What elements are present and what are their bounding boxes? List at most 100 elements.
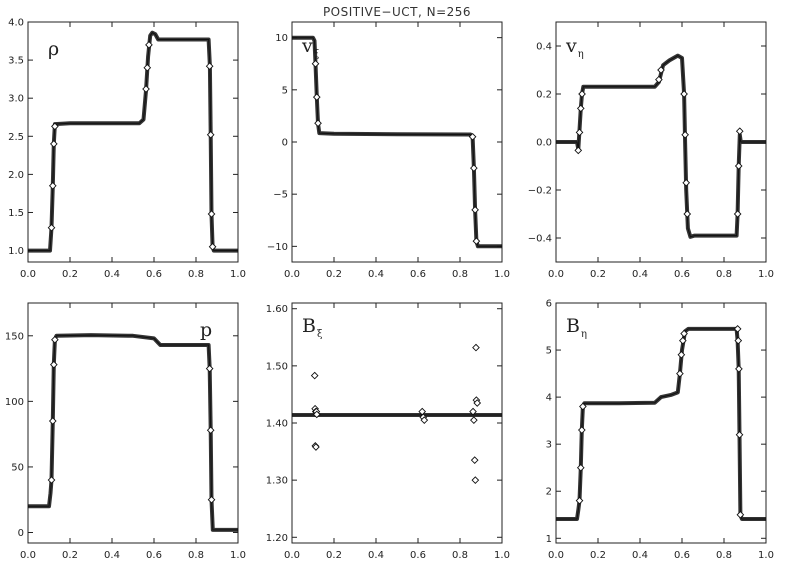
data-point-marker (680, 329, 688, 338)
x-tick-label: 1.0 (494, 550, 510, 561)
plot-frame (291, 21, 503, 263)
x-tick-label: 0.0 (284, 550, 300, 561)
data-point-marker (207, 210, 216, 218)
solution-band (556, 53, 766, 239)
y-tick-label: 1 (546, 534, 552, 545)
plot-frame (27, 21, 239, 263)
data-point-marker (472, 237, 481, 245)
x-tick-label: 0.6 (146, 550, 162, 561)
y-tick-label: −0.2 (528, 186, 552, 197)
y-tick-label: 1.30 (266, 476, 288, 487)
data-point-marker (208, 242, 217, 251)
data-point-marker (579, 402, 587, 411)
data-point-marker (473, 399, 482, 407)
y-tick-label: 0.0 (536, 138, 552, 149)
y-tick-label: 0 (18, 528, 24, 539)
x-tick-label: 0.0 (20, 269, 36, 280)
data-point-marker (574, 146, 583, 155)
panel-label: v (565, 35, 577, 57)
x-tick-label: 0.8 (452, 550, 468, 561)
data-point-marker (310, 371, 319, 380)
y-tick-label: 2.0 (8, 170, 24, 181)
figure-title: POSITIVE−UCT, N=256 (323, 5, 471, 19)
x-tick-label: 1.0 (758, 550, 774, 561)
solution-band (28, 30, 238, 253)
panel-label-subscript: η (581, 329, 587, 340)
panel-label-subscript: η (578, 49, 584, 60)
x-tick-label: 0.2 (590, 269, 606, 280)
panel-label: ρ (48, 38, 59, 60)
x-tick-label: 0.4 (632, 269, 648, 280)
data-point-marker (735, 127, 744, 136)
data-point-marker (578, 90, 586, 98)
data-point-marker (205, 62, 214, 71)
data-point-marker (205, 364, 214, 373)
x-tick-label: 0.2 (62, 269, 78, 280)
data-point-marker (576, 104, 585, 113)
y-tick-label: 1.50 (266, 361, 288, 372)
y-tick-label: 3.0 (8, 94, 24, 105)
x-tick-label: 0.0 (20, 550, 36, 561)
data-point-marker (657, 66, 665, 74)
x-tick-label: 0.4 (368, 550, 384, 561)
y-tick-label: 50 (11, 462, 24, 473)
solution-band (28, 333, 238, 532)
data-point-marker (469, 407, 477, 416)
solution-line (28, 32, 238, 252)
data-point-marker (312, 410, 321, 419)
panel-p: 0.0 0.2 0.4 0.6 0.8 1.0 0 50 100 150 p (5, 302, 246, 561)
y-tick-label: 1.20 (266, 533, 288, 544)
x-tick-label: 0.6 (146, 269, 162, 280)
data-point-marker (145, 41, 153, 49)
y-tick-label: 1.60 (266, 304, 288, 315)
y-tick-label: −5 (273, 190, 288, 201)
data-point-marker (655, 75, 663, 84)
x-tick-label: 0.2 (326, 550, 342, 561)
data-point-marker (468, 132, 477, 141)
plot-frame (27, 302, 239, 544)
x-tick-label: 0.4 (104, 269, 120, 280)
x-tick-label: 0.0 (284, 269, 300, 280)
data-point-marker (51, 122, 59, 131)
data-point-marker (143, 63, 152, 72)
x-tick-label: 0.2 (590, 550, 606, 561)
panel-vxi: 0.0 0.2 0.4 0.6 0.8 1.0 −10 −5 0 5 10 v ξ (267, 21, 510, 280)
plot-frame (555, 21, 767, 263)
data-point-marker (733, 325, 742, 333)
data-point-marker (470, 416, 478, 424)
data-point-marker (676, 369, 684, 378)
data-point-marker (679, 336, 687, 345)
data-point-marker (311, 59, 320, 68)
x-tick-label: 1.0 (230, 269, 246, 280)
data-point-marker (51, 335, 59, 344)
data-point-marker (577, 426, 586, 434)
data-point-marker (472, 343, 480, 352)
data-point-marker (683, 210, 692, 218)
y-tick-label: 4.0 (8, 18, 24, 29)
x-tick-label: 1.0 (494, 269, 510, 280)
y-tick-label: 5 (282, 85, 288, 96)
panel-rho: 0.0 0.2 0.4 0.6 0.8 1.0 1.0 1.5 2.0 2.5 3.0 3.5 4.0 ρ (8, 18, 246, 281)
y-tick-label: 10 (275, 33, 288, 44)
x-tick-label: 0.0 (548, 269, 564, 280)
x-tick-label: 0.0 (548, 550, 564, 561)
panels: 0.0 0.2 0.4 0.6 0.8 1.0 1.0 1.5 2.0 2.5 3.0 3.5 4.0 ρ… (5, 18, 774, 562)
data-point-marker (47, 476, 56, 484)
data-point-marker (682, 178, 691, 187)
data-point-marker (681, 130, 689, 139)
panel-label-subscript: ξ (317, 329, 323, 340)
data-point-marker (733, 210, 742, 218)
data-point-marker (735, 430, 744, 439)
panel-bxi: 0.0 0.2 0.4 0.6 0.8 1.0 1.20 1.30 1.40 1.50 1.60 B ξ (266, 302, 510, 561)
data-point-marker (48, 417, 57, 425)
data-point-marker (312, 443, 320, 451)
data-point-marker (734, 336, 743, 345)
solution-band (556, 326, 766, 521)
x-tick-label: 0.8 (188, 269, 204, 280)
x-tick-label: 0.6 (410, 550, 426, 561)
data-point-marker (49, 140, 58, 148)
solution-line (556, 55, 766, 238)
x-tick-label: 0.8 (716, 269, 732, 280)
y-tick-label: 5 (546, 346, 552, 357)
